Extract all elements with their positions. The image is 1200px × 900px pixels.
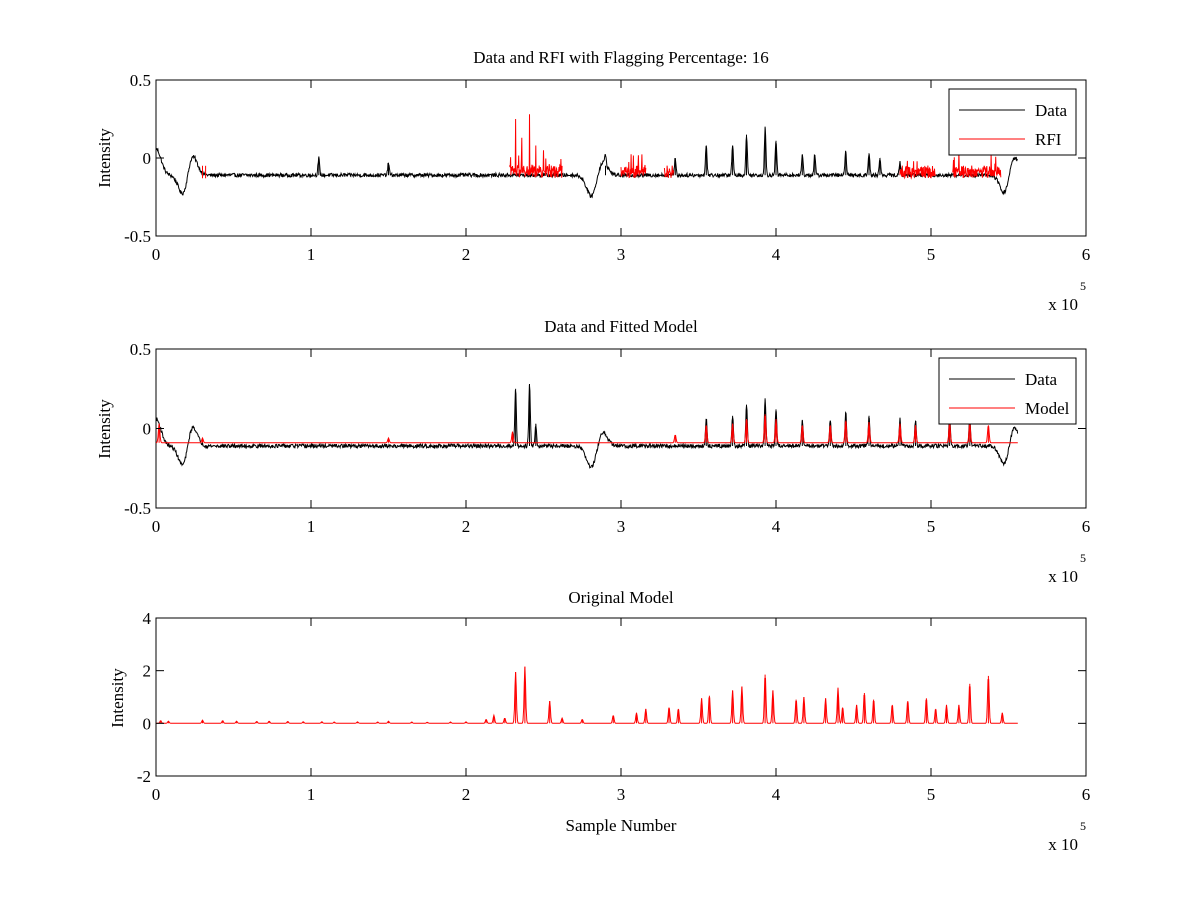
x-tick-label: 3 — [617, 785, 626, 804]
y-tick-label: 0 — [143, 149, 152, 168]
x-multiplier: x 10 — [1048, 295, 1078, 314]
x-tick-label: 4 — [772, 517, 781, 536]
x-tick-label: 3 — [617, 517, 626, 536]
x-tick-label: 0 — [152, 785, 161, 804]
x-tick-label: 5 — [927, 785, 936, 804]
x-tick-label: 0 — [152, 245, 161, 264]
legend-label-data: Data — [1035, 101, 1068, 120]
legend: Data RFI — [948, 88, 1077, 156]
chart-title: Data and Fitted Model — [544, 317, 698, 336]
x-tick-label: 1 — [307, 785, 316, 804]
y-tick-label: -0.5 — [124, 499, 151, 518]
y-tick-label: 2 — [143, 662, 152, 681]
x-tick-label: 4 — [772, 785, 781, 804]
x-multiplier-exponent: 5 — [1080, 551, 1086, 565]
chart-title: Data and RFI with Flagging Percentage: 1… — [473, 48, 769, 67]
legend-label-model: Model — [1025, 399, 1070, 418]
x-tick-label: 6 — [1082, 785, 1091, 804]
y-tick-label: -2 — [137, 767, 151, 786]
series-group — [156, 114, 1018, 199]
x-multiplier-exponent: 5 — [1080, 819, 1086, 833]
y-tick-label: -0.5 — [124, 227, 151, 246]
x-tick-label: 6 — [1082, 245, 1091, 264]
series-line-data — [156, 384, 1019, 469]
series-line-rfi-segment — [663, 165, 675, 178]
x-multiplier-exponent: 5 — [1080, 279, 1086, 293]
subplot-2: Data and Fitted Model Intensity 0 1 2 3 4 5 6 -… — [95, 317, 1090, 586]
y-tick-label: 0.5 — [130, 340, 151, 359]
x-tick-label: 2 — [462, 785, 471, 804]
x-multiplier: x 10 — [1048, 567, 1078, 586]
x-tick-label: 5 — [927, 245, 936, 264]
y-tick-label: 0 — [143, 714, 152, 733]
x-tick-label: 5 — [927, 517, 936, 536]
legend: Data Model — [938, 357, 1077, 425]
x-tick-label: 2 — [462, 517, 471, 536]
legend-box — [938, 357, 1077, 425]
plot-area — [155, 617, 1087, 777]
subplot-1: Data and RFI with Flagging Percentage: 1… — [95, 48, 1090, 314]
series-line-model — [156, 415, 1018, 444]
x-tick-label: 1 — [307, 517, 316, 536]
plot-area — [155, 79, 1087, 237]
y-tick-label: 0.5 — [130, 71, 151, 90]
x-tick-label: 6 — [1082, 517, 1091, 536]
series-line-rfi-segment — [508, 114, 563, 178]
x-tick-label: 0 — [152, 517, 161, 536]
legend-label-data: Data — [1025, 370, 1058, 389]
legend-label-rfi: RFI — [1035, 130, 1062, 149]
series-line-rfi-segment — [952, 151, 1002, 179]
x-tick-label: 3 — [617, 245, 626, 264]
series-line-model — [156, 666, 1018, 725]
x-axis-label: Sample Number — [566, 816, 677, 835]
x-multiplier: x 10 — [1048, 835, 1078, 854]
legend-box — [948, 88, 1077, 156]
chart-title: Original Model — [568, 588, 674, 607]
series-group — [156, 666, 1018, 725]
y-axis-label: Intensity — [95, 128, 114, 188]
series-line-rfi-segment — [899, 160, 937, 180]
y-axis-label: Intensity — [95, 399, 114, 459]
x-tick-label: 4 — [772, 245, 781, 264]
y-tick-label: 0 — [143, 420, 152, 439]
x-tick-label: 1 — [307, 245, 316, 264]
series-line-data — [156, 126, 1018, 199]
y-axis-label: Intensity — [108, 668, 127, 728]
series-line-rfi-segment — [620, 154, 647, 179]
y-tick-label: 4 — [143, 609, 152, 628]
subplot-3: Original Model Intensity Sample Number 0… — [108, 588, 1090, 854]
x-tick-label: 2 — [462, 245, 471, 264]
